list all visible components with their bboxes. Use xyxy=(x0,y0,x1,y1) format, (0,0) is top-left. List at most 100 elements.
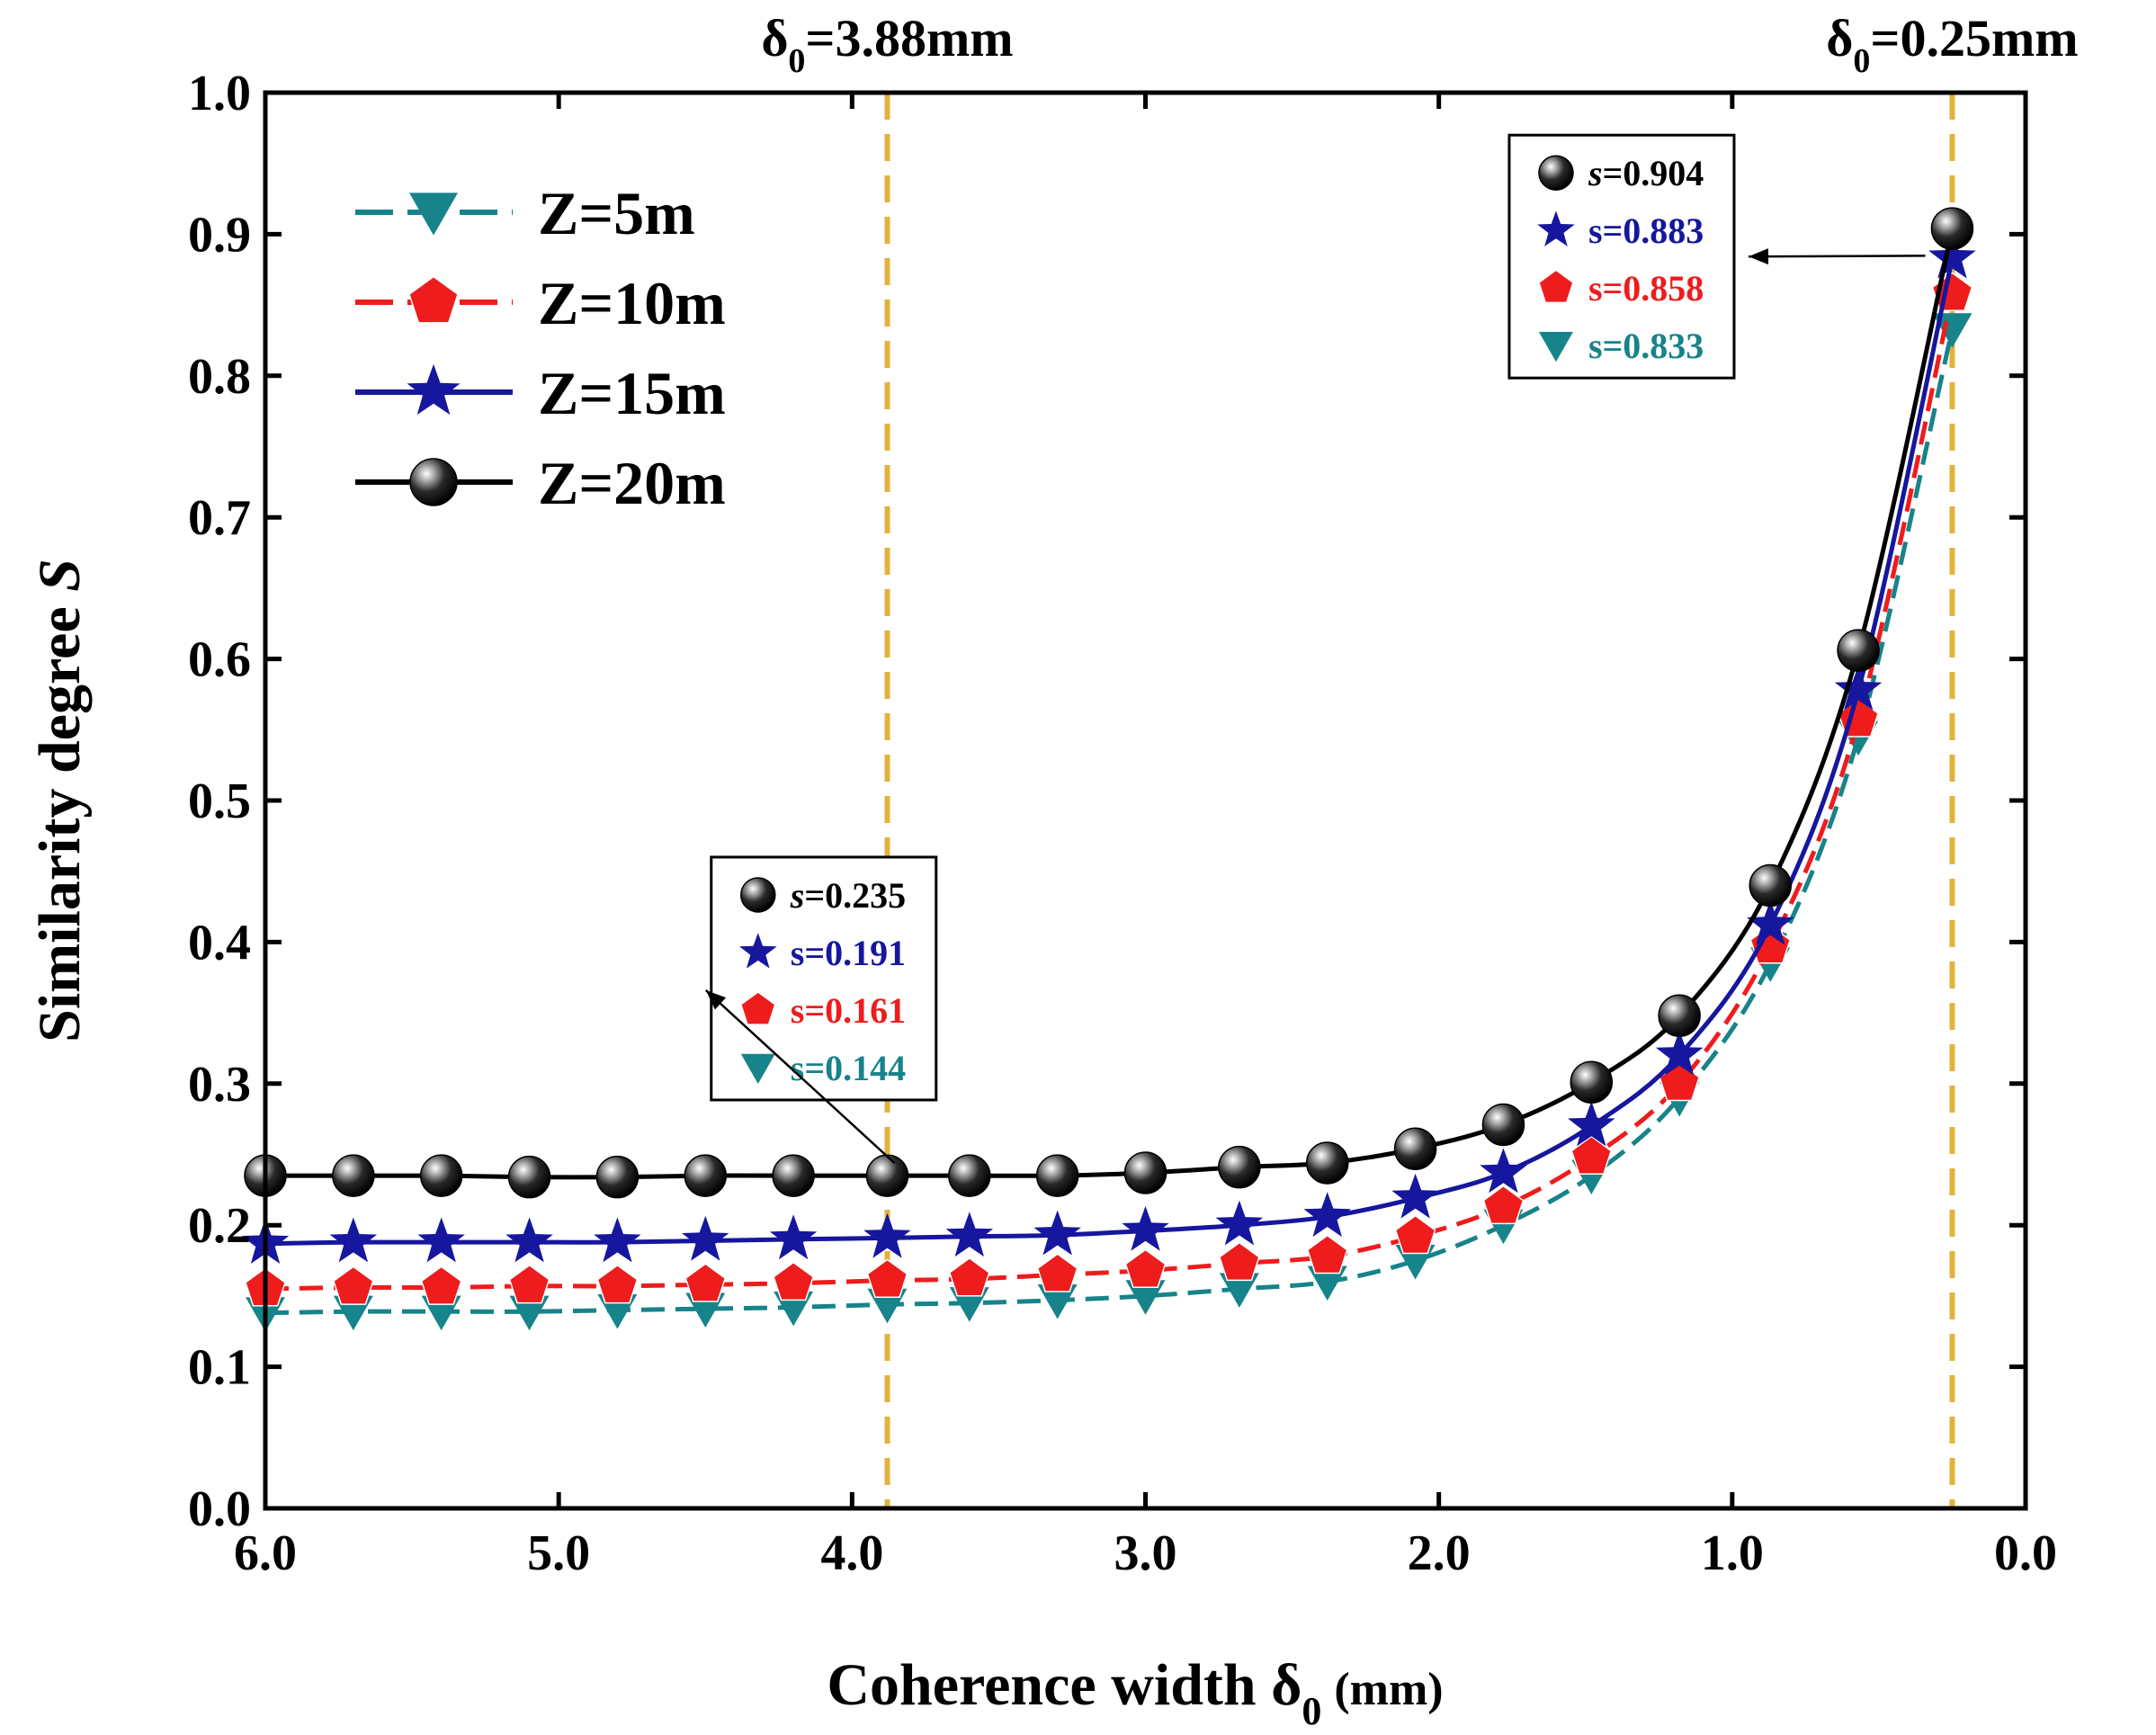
point-Z=5m-0.25 xyxy=(1932,313,1973,348)
guide-label-value: =0.25mm xyxy=(1870,9,2078,67)
point-Z=15m-0.57 xyxy=(1834,665,1883,711)
annotation-value-1: s=0.883 xyxy=(1588,210,1704,251)
annotation-marker-3 xyxy=(740,1053,775,1085)
y-tick-label-3: 0.3 xyxy=(188,1057,251,1113)
annotation-value-3: s=0.144 xyxy=(791,1048,906,1088)
series-Z=10m xyxy=(245,272,1973,1307)
guide-label-value: =3.88mm xyxy=(805,9,1013,67)
point-Z=10m-3.88 xyxy=(866,1258,908,1299)
y-tick-label-6: 0.6 xyxy=(188,632,251,688)
series-Z=5m xyxy=(246,313,1973,1332)
guide-label-1: δ0=0.25mm xyxy=(1826,9,2078,80)
legend-marker xyxy=(409,458,458,506)
legend-item-Z=5m: Z=5m xyxy=(355,179,695,247)
y-axis-title-symbol: S xyxy=(27,559,93,592)
point-Z=5m-3.3 xyxy=(1037,1284,1078,1319)
point-Z=15m-4.8 xyxy=(594,1217,641,1263)
x-tick-label-0: 6.0 xyxy=(234,1525,297,1581)
annotation-prefix: s xyxy=(791,1048,805,1088)
legend-label: Z=15m xyxy=(538,359,726,427)
point-Z=20m-3.3 xyxy=(1035,1154,1079,1197)
point-Z=15m-3 xyxy=(1122,1205,1169,1251)
point-Z=20m-1.18 xyxy=(1658,994,1701,1037)
point-Z=15m-5.4 xyxy=(417,1217,465,1263)
annotation-number: =0.833 xyxy=(1603,326,1704,366)
point-Z=15m-1.48 xyxy=(1568,1101,1615,1147)
legend-item-Z=20m: Z=20m xyxy=(355,449,726,517)
annotation-number: =0.161 xyxy=(804,990,906,1031)
y-tick-label-7: 0.7 xyxy=(188,490,251,546)
y-tick-label-4: 0.4 xyxy=(188,915,251,970)
annotations: s=0.235s=0.191s=0.161s=0.144s=0.904s=0.8… xyxy=(704,133,1926,1165)
point-Z=20m-2.08 xyxy=(1393,1127,1437,1170)
point-Z=20m-5.4 xyxy=(419,1154,463,1197)
x-axis-title-main: Coherence width δ xyxy=(827,1652,1302,1718)
legend-marker xyxy=(408,275,459,324)
point-Z=15m-5.1 xyxy=(505,1217,553,1263)
point-Z=15m-2.68 xyxy=(1215,1200,1264,1246)
point-Z=10m-3.6 xyxy=(948,1257,990,1297)
annotation-prefix: s xyxy=(1588,268,1603,309)
point-Z=20m-2.68 xyxy=(1218,1145,1261,1189)
y-axis-title: Similarity degree S xyxy=(27,559,93,1042)
point-Z=10m-4.5 xyxy=(684,1263,727,1302)
point-Z=15m-2.38 xyxy=(1303,1192,1351,1238)
y-tick-label-9: 0.9 xyxy=(188,207,251,263)
point-Z=20m-0.57 xyxy=(1837,629,1880,672)
annotation-number: =0.904 xyxy=(1603,153,1704,193)
annotation-value-3: s=0.833 xyxy=(1588,326,1704,366)
point-Z=15m-0.87 xyxy=(1747,899,1794,945)
point-Z=10m-4.8 xyxy=(596,1264,639,1304)
guide-label-sub: 0 xyxy=(1853,42,1870,80)
annotation-number: =0.235 xyxy=(804,875,906,916)
point-Z=20m-1.48 xyxy=(1570,1060,1614,1104)
point-Z=15m-1.78 xyxy=(1480,1148,1527,1194)
point-Z=20m-1.78 xyxy=(1481,1103,1525,1147)
point-Z=10m-5.4 xyxy=(420,1265,462,1305)
guide-label-symbol: δ xyxy=(761,9,788,67)
annotation-number: =0.191 xyxy=(804,933,906,973)
guide-label-sub: 0 xyxy=(788,42,805,80)
annotation-marker-2 xyxy=(1538,269,1574,304)
point-Z=10m-2.08 xyxy=(1394,1214,1436,1255)
annotation-value-0: s=0.904 xyxy=(1588,153,1704,193)
point-Z=15m-3.88 xyxy=(863,1212,911,1258)
point-Z=20m-3 xyxy=(1123,1151,1167,1194)
x-tick-label-1: 5.0 xyxy=(527,1525,590,1581)
point-Z=10m-2.38 xyxy=(1306,1234,1348,1274)
point-Z=10m-1.48 xyxy=(1570,1135,1613,1176)
point-Z=10m-2.68 xyxy=(1219,1241,1260,1282)
x-tick-label-3: 3.0 xyxy=(1114,1525,1177,1581)
annotation-prefix: s xyxy=(1588,210,1603,251)
point-Z=15m-4.5 xyxy=(682,1215,729,1261)
point-Z=5m-3 xyxy=(1125,1280,1166,1315)
annotation-value-2: s=0.161 xyxy=(791,990,906,1031)
series-line-Z=10m xyxy=(264,292,1955,1292)
x-axis-title-sub: 0 xyxy=(1302,1689,1321,1733)
point-Z=15m-4.2 xyxy=(769,1214,818,1260)
point-Z=10m-3 xyxy=(1124,1248,1167,1289)
annotation-prefix: s xyxy=(1588,326,1603,366)
legend: Z=5m Z=10m Z=15m Z=20m xyxy=(355,179,726,517)
point-Z=5m-5.1 xyxy=(509,1295,550,1331)
x-tick-label-4: 2.0 xyxy=(1408,1525,1471,1581)
point-Z=10m-5.1 xyxy=(508,1264,550,1304)
annotation-prefix: s xyxy=(790,875,805,916)
legend-item-Z=15m: Z=15m xyxy=(355,359,726,427)
point-Z=15m-5.7 xyxy=(329,1217,378,1263)
annotation-number: =0.144 xyxy=(804,1048,906,1088)
series-Z=20m xyxy=(244,207,1974,1199)
point-Z=15m-0.25 xyxy=(1928,233,1976,279)
point-Z=15m-3.6 xyxy=(945,1212,993,1257)
legend-label: Z=5m xyxy=(538,179,695,247)
axes: 0.0 0.1 0.2 0.3 0.4 0.5 0.6 0.7 0.8 0.9 1.0 6.0 5.0 4… xyxy=(188,66,2057,1581)
series-line-Z=15m xyxy=(264,257,1955,1247)
point-Z=20m-0.87 xyxy=(1749,863,1792,908)
point-Z=10m-4.2 xyxy=(773,1261,814,1301)
annotation-prefix: s xyxy=(1588,153,1603,193)
annotation-value-2: s=0.858 xyxy=(1588,268,1704,309)
legend-label: Z=20m xyxy=(538,449,726,517)
